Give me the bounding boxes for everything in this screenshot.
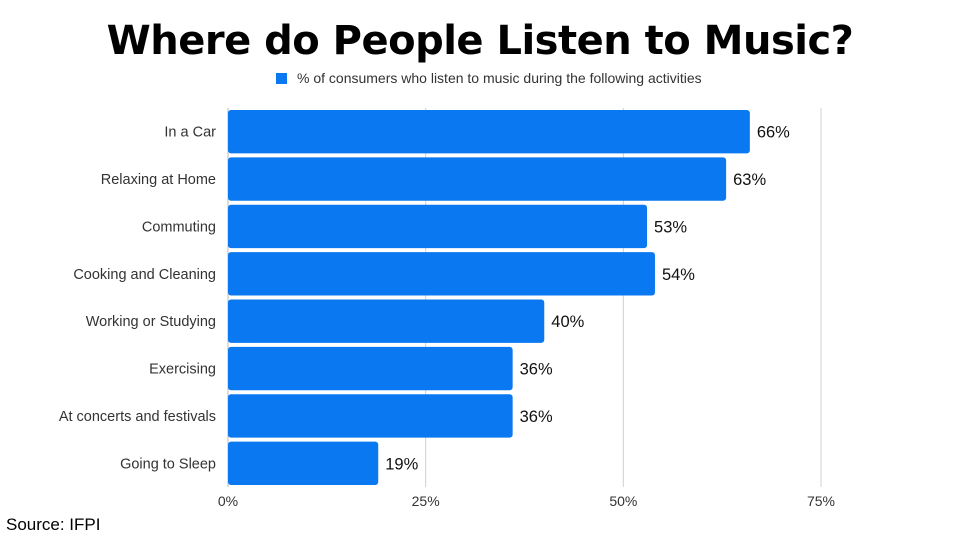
x-tick-label: 0%	[218, 493, 238, 509]
chart-title: Where do People Listen to Music?	[106, 18, 854, 64]
bar	[228, 204, 648, 249]
data-label: 36%	[520, 361, 553, 379]
category-label: Commuting	[142, 219, 216, 235]
bar	[228, 441, 379, 485]
category-label: In a Car	[164, 125, 216, 141]
bar	[228, 394, 513, 438]
bar	[228, 299, 545, 343]
data-label: 63%	[733, 171, 766, 189]
data-label: 54%	[662, 266, 695, 284]
chart-legend: % of consumers who listen to music durin…	[276, 69, 702, 87]
data-label: 19%	[385, 455, 418, 473]
legend-swatch	[276, 72, 287, 84]
category-label: Going to Sleep	[120, 456, 216, 472]
data-label: 53%	[654, 218, 687, 236]
category-label: Relaxing at Home	[101, 172, 216, 188]
x-tick-label: 75%	[807, 493, 835, 509]
category-label: Working or Studying	[86, 314, 216, 330]
bar	[228, 346, 513, 391]
category-label: Cooking and Cleaning	[73, 267, 216, 283]
data-label: 36%	[520, 408, 553, 426]
bar	[228, 157, 727, 201]
bar	[228, 252, 655, 296]
category-label: Exercising	[149, 362, 216, 378]
legend-label: % of consumers who listen to music durin…	[297, 70, 702, 86]
data-label: 40%	[551, 313, 584, 331]
source-note: Source: IFPI	[6, 515, 101, 534]
x-tick-label: 25%	[412, 493, 440, 509]
category-label: At concerts and festivals	[59, 409, 216, 425]
data-label: 66%	[757, 124, 790, 142]
x-tick-label: 50%	[609, 493, 637, 509]
bar	[228, 110, 750, 154]
